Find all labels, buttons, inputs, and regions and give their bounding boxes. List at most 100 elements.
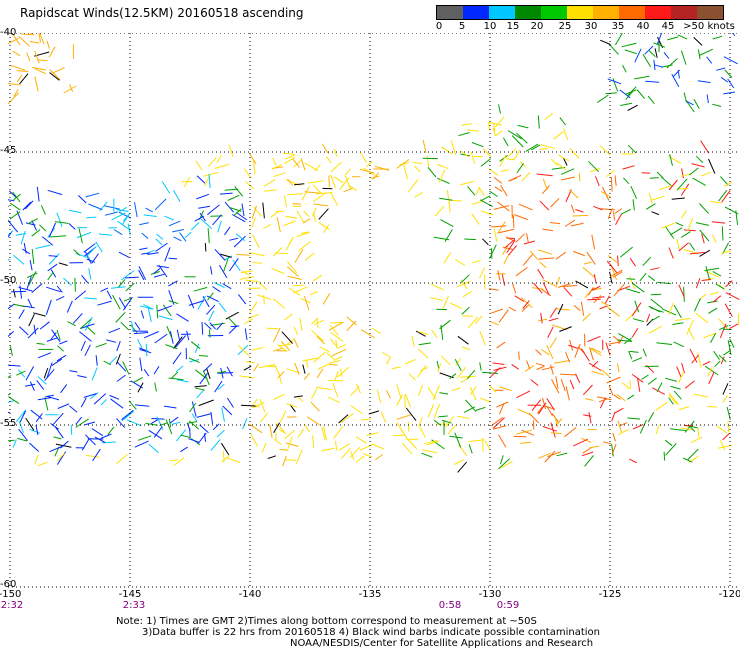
wind-barb (36, 380, 45, 390)
wind-barb (247, 314, 259, 319)
wind-barb (631, 373, 644, 383)
wind-barb (173, 336, 183, 349)
wind-barb (69, 405, 78, 413)
wind-barb (523, 240, 535, 245)
wind-barb (29, 442, 40, 452)
wind-barb (606, 306, 620, 317)
wind-barb (242, 418, 248, 430)
wind-barb (189, 402, 197, 413)
wind-barb (193, 286, 208, 292)
wind-barb (80, 323, 95, 329)
wind-barb (337, 343, 347, 349)
wind-barb (417, 365, 427, 378)
wind-barb (84, 421, 96, 426)
wind-barb (355, 383, 361, 394)
wind-barb (724, 303, 733, 317)
wind-barb (434, 206, 445, 217)
wind-barb (680, 173, 691, 177)
wind-barb (286, 266, 299, 277)
wind-barb (708, 158, 716, 174)
wind-barb (396, 394, 403, 407)
wind-barb (549, 337, 558, 349)
wind-barb (210, 439, 221, 451)
wind-barb (517, 124, 529, 129)
wind-barb (277, 371, 285, 379)
wind-barb (372, 172, 380, 180)
wind-barb (546, 398, 555, 411)
wind-barb (37, 352, 52, 359)
wind-barb (615, 213, 623, 226)
wind-barb (94, 436, 106, 443)
wind-barb (537, 402, 547, 415)
wind-barb (144, 331, 159, 339)
wind-barb (81, 438, 90, 451)
wind-barb (208, 157, 217, 167)
lat-label: -45 (0, 145, 17, 156)
wind-barb (550, 158, 558, 166)
wind-barb (330, 174, 336, 189)
wind-barb (508, 177, 518, 182)
wind-barb (680, 50, 687, 65)
colorbar-swatch (671, 6, 697, 19)
wind-barb (581, 451, 594, 457)
wind-barb (502, 137, 509, 147)
wind-barb (391, 366, 401, 370)
wind-barb (134, 322, 141, 331)
wind-barb (503, 253, 510, 265)
wind-barb (559, 117, 566, 126)
wind-barb (550, 432, 562, 435)
wind-barb (587, 335, 601, 343)
wind-barb (426, 440, 440, 446)
colorbar-label: 35 (611, 21, 625, 32)
wind-barb (589, 445, 600, 449)
wind-barb (659, 184, 675, 191)
wind-barb (230, 325, 240, 328)
wind-barb (292, 203, 302, 205)
wind-barb (654, 48, 658, 58)
wind-barb (460, 274, 470, 283)
wind-barb (212, 214, 222, 226)
colorbar-label: 5 (458, 21, 466, 32)
wind-barb (413, 161, 423, 165)
wind-barb (330, 332, 344, 342)
wind-barb (88, 203, 103, 211)
wind-barb (310, 401, 320, 412)
wind-barb (137, 382, 144, 393)
colorbar-swatch (567, 6, 593, 19)
wind-barb (697, 80, 711, 84)
wind-barb (303, 372, 310, 380)
wind-barb (359, 168, 375, 174)
wind-barb (46, 337, 58, 342)
wind-barb (500, 461, 513, 469)
wind-barb (466, 369, 476, 380)
colorbar-swatch (463, 6, 489, 19)
wind-barb (78, 228, 83, 244)
wind-barb (118, 297, 127, 309)
wind-barb (665, 377, 677, 382)
wind-barb (729, 323, 739, 330)
wind-barb (222, 405, 233, 416)
wind-barb (121, 270, 135, 281)
wind-barb (564, 427, 577, 438)
wind-barb (338, 414, 349, 424)
wind-barb (569, 379, 575, 390)
wind-barb (221, 454, 231, 463)
wind-barb (321, 427, 326, 440)
wind-barb (206, 295, 219, 303)
wind-barb (686, 100, 694, 106)
wind-barb (537, 268, 544, 279)
wind-barb (650, 267, 660, 271)
wind-barb (421, 452, 433, 458)
wind-barb (29, 428, 41, 434)
wind-barb (343, 187, 353, 193)
wind-barb (293, 284, 304, 287)
wind-barb (74, 277, 76, 292)
wind-barb (502, 246, 513, 250)
wind-barb (436, 177, 450, 184)
wind-barb (396, 414, 412, 420)
wind-barb (701, 279, 711, 281)
wind-barb (9, 202, 21, 211)
wind-barb (455, 358, 461, 366)
wind-barb (573, 305, 581, 312)
wind-barb (520, 297, 533, 308)
